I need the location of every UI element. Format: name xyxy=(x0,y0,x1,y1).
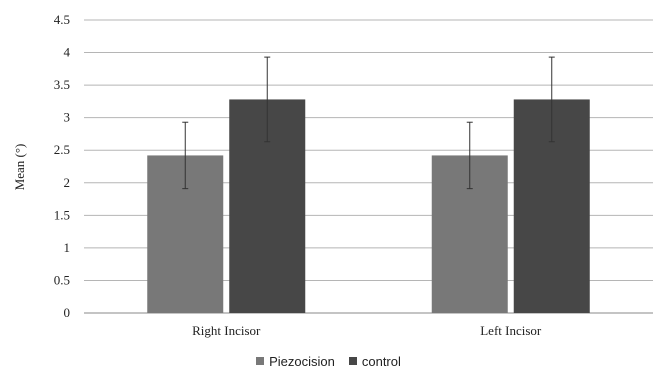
legend-label-piezocision: Piezocision xyxy=(269,353,335,369)
legend-item-piezocision: Piezocision xyxy=(256,354,335,369)
y-tick-label: 3 xyxy=(64,110,71,125)
y-tick-labels: 0 0.5 1 1.5 2 2.5 3 3.5 4 4.5 xyxy=(54,12,71,320)
y-tick-label: 0.5 xyxy=(54,272,70,287)
y-tick-label: 2 xyxy=(64,175,71,190)
y-tick-label: 1.5 xyxy=(54,207,70,222)
legend-label-control: control xyxy=(361,353,401,369)
y-axis-label: Mean (°) xyxy=(12,144,27,191)
legend-swatch-piezocision xyxy=(256,357,265,365)
y-tick-label: 3.5 xyxy=(54,77,70,92)
x-tick-label: Left Incisor xyxy=(480,323,542,338)
legend-swatch-control xyxy=(348,357,357,365)
legend-item-control: control xyxy=(348,353,401,369)
x-tick-labels: Right Incisor Left Incisor xyxy=(192,323,542,338)
y-tick-label: 0 xyxy=(64,305,71,320)
x-tick-label: Right Incisor xyxy=(192,323,261,338)
bars xyxy=(147,99,590,314)
y-tick-label: 4.5 xyxy=(54,12,70,27)
y-tick-label: 2.5 xyxy=(54,142,70,157)
y-tick-label: 4 xyxy=(64,45,71,60)
y-tick-label: 1 xyxy=(64,240,71,255)
legend: Piezocision control xyxy=(0,353,657,369)
error-bars xyxy=(182,56,555,190)
